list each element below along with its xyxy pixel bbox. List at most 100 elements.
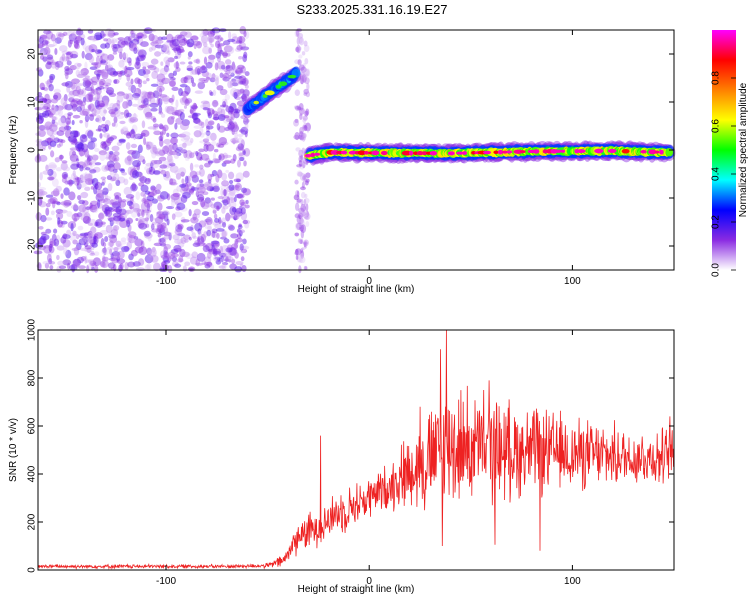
noise-blob <box>242 54 248 63</box>
noise-blob <box>227 202 231 208</box>
noise-blob <box>87 155 97 164</box>
noise-blob <box>153 242 163 247</box>
noise-blob <box>56 245 65 251</box>
noise-blob <box>107 241 115 247</box>
noise-blob <box>183 151 188 159</box>
noise-blob <box>213 110 218 119</box>
noise-blob <box>72 258 82 266</box>
noise-blob <box>216 205 220 210</box>
noise-blob <box>112 155 120 163</box>
noise-blob <box>216 61 226 70</box>
noise-blob <box>80 247 88 252</box>
noise-blob <box>119 120 126 125</box>
noise-stripe-blob <box>305 203 309 212</box>
noise-blob <box>58 117 67 127</box>
noise-blob <box>129 205 133 210</box>
noise-blob <box>244 204 250 209</box>
noise-blob <box>97 124 102 132</box>
noise-stripe-blob <box>306 82 310 91</box>
noise-blob <box>130 84 136 94</box>
snr-x-tick-label: 100 <box>564 576 581 587</box>
noise-blob <box>119 208 127 216</box>
noise-blob <box>184 261 191 267</box>
noise-blob <box>146 195 155 202</box>
noise-blob <box>151 246 156 253</box>
noise-blob <box>128 253 134 261</box>
noise-blob <box>225 169 230 173</box>
noise-blob <box>232 136 239 143</box>
noise-blob <box>128 116 135 124</box>
noise-blob <box>216 123 221 131</box>
noise-blob <box>186 67 193 71</box>
noise-blob <box>163 41 172 48</box>
noise-blob <box>70 99 79 108</box>
noise-blob <box>207 34 215 43</box>
noise-blob <box>231 36 240 45</box>
noise-blob <box>37 112 47 118</box>
noise-blob <box>68 90 75 96</box>
noise-blob <box>76 100 84 105</box>
noise-blob <box>137 32 147 37</box>
noise-blob <box>222 72 230 79</box>
noise-blob <box>159 124 165 130</box>
noise-blob <box>90 89 95 94</box>
noise-blob <box>213 250 221 254</box>
noise-blob <box>234 132 239 140</box>
noise-blob <box>52 107 61 116</box>
noise-blob <box>76 37 80 46</box>
noise-blob <box>236 89 246 95</box>
noise-blob <box>189 109 194 114</box>
noise-blob <box>238 36 243 45</box>
noise-blob <box>98 78 106 86</box>
noise-blob <box>208 47 213 54</box>
noise-blob <box>163 231 171 237</box>
noise-blob <box>84 93 92 103</box>
noise-blob <box>75 28 84 36</box>
noise-blob <box>76 176 80 186</box>
noise-stripe-blob <box>294 131 300 141</box>
noise-blob <box>239 76 244 82</box>
noise-blob <box>126 233 133 243</box>
noise-blob <box>205 217 213 226</box>
noise-blob <box>106 160 115 168</box>
noise-blob <box>174 263 182 268</box>
noise-blob <box>193 208 201 216</box>
noise-blob <box>173 152 180 159</box>
noise-blob <box>116 256 121 262</box>
noise-blob <box>161 210 170 217</box>
noise-blob <box>38 103 48 111</box>
noise-blob <box>214 62 219 71</box>
noise-blob <box>167 116 175 125</box>
noise-blob <box>194 90 204 94</box>
noise-blob <box>212 185 220 193</box>
noise-blob <box>214 223 223 229</box>
noise-blob <box>127 149 137 155</box>
noise-blob <box>105 78 112 84</box>
noise-blob <box>160 250 168 259</box>
noise-blob <box>133 236 139 240</box>
noise-blob <box>220 188 224 197</box>
noise-blob <box>84 172 88 178</box>
noise-blob <box>213 213 218 220</box>
noise-blob <box>117 250 125 259</box>
noise-blob <box>102 198 111 205</box>
noise-blob <box>217 43 222 49</box>
noise-blob <box>37 44 43 49</box>
noise-blob <box>125 217 134 225</box>
noise-blob <box>223 115 230 119</box>
noise-blob <box>40 35 50 43</box>
noise-blob <box>225 247 233 253</box>
noise-blob <box>169 165 179 173</box>
noise-blob <box>45 30 54 40</box>
noise-blob <box>131 32 136 38</box>
noise-blob <box>137 144 143 154</box>
noise-blob <box>201 29 205 36</box>
noise-blob <box>194 239 201 246</box>
noise-blob <box>70 83 76 90</box>
noise-blob <box>107 29 116 38</box>
noise-blob <box>51 130 59 136</box>
steady-track-peak <box>659 149 664 155</box>
noise-blob <box>157 97 163 107</box>
noise-blob <box>77 89 85 95</box>
noise-blob <box>211 169 218 177</box>
